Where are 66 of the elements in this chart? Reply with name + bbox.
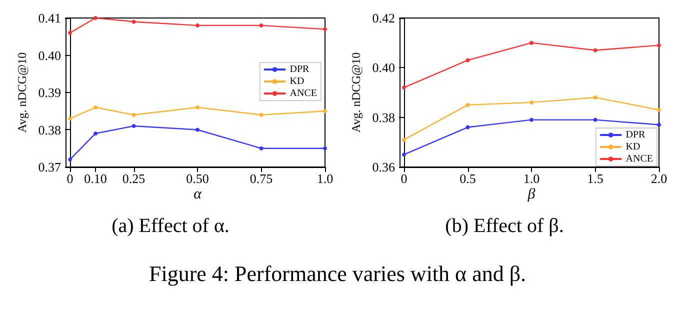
y-axis-title: Avg. nDCG@10 <box>349 52 363 133</box>
x-tick-label: 1.0 <box>316 171 334 186</box>
point <box>530 40 534 45</box>
point <box>466 102 470 107</box>
y-tick-label: 0.42 <box>372 10 395 26</box>
y-tick-label: 0.38 <box>372 110 395 125</box>
point <box>196 105 200 110</box>
point <box>68 116 72 121</box>
x-tick-label: 0.10 <box>84 171 107 186</box>
caption: Figure 4: Performance varies with α and β. <box>148 261 528 287</box>
x-tick-label: 0.25 <box>122 171 146 186</box>
point <box>68 30 72 35</box>
point <box>466 58 470 62</box>
legend-label: DPR <box>626 130 646 140</box>
point <box>657 122 661 127</box>
legend-label: KD <box>626 142 640 152</box>
point <box>132 124 136 128</box>
point <box>94 105 98 110</box>
point <box>259 23 264 28</box>
point <box>530 118 534 122</box>
y-tick-label: 0.41 <box>38 10 61 26</box>
legend-label: ANCE <box>290 88 318 99</box>
point <box>530 100 534 104</box>
x-axis-title: β <box>526 186 536 202</box>
point <box>132 112 136 117</box>
point <box>259 112 264 117</box>
point <box>402 86 406 90</box>
point <box>657 43 661 48</box>
point <box>68 158 72 162</box>
point <box>94 16 98 20</box>
y-tick-label: 0.39 <box>38 85 61 100</box>
x-tick-label: 0.50 <box>186 171 209 186</box>
y-tick-label: 0.36 <box>372 160 396 174</box>
point <box>323 109 327 114</box>
legend-label: KD <box>290 76 304 87</box>
point <box>323 146 327 150</box>
y-tick-label: 0.38 <box>38 122 61 138</box>
point <box>593 48 598 52</box>
text: (a) Effect of α. <box>112 215 230 237</box>
x-tick-label: 1.5 <box>587 171 604 186</box>
point <box>196 23 200 28</box>
x-tick-label: 2.0 <box>650 171 668 186</box>
point <box>402 138 406 142</box>
text: (b) Effect of β. <box>445 215 564 237</box>
point <box>402 152 406 157</box>
x-tick-label: 0.5 <box>460 171 476 186</box>
point <box>132 20 136 24</box>
x-tick-label: 0 <box>400 171 408 186</box>
x-tick-label: 1.0 <box>523 171 540 186</box>
point <box>196 128 200 132</box>
point <box>94 131 98 136</box>
point <box>593 118 598 122</box>
y-tick-label: 0.37 <box>38 160 62 174</box>
point <box>593 95 598 100</box>
legend-label: DPR <box>290 64 310 75</box>
y-tick-label: 0.40 <box>372 60 395 76</box>
y-tick-label: 0.40 <box>38 48 61 63</box>
point <box>259 146 264 150</box>
x-tick-label: 0 <box>66 171 74 186</box>
y-axis-title: Avg. nDCG@10 <box>15 52 29 133</box>
legend-label: ANCE <box>626 154 654 164</box>
point <box>466 125 470 130</box>
point <box>657 108 661 112</box>
point <box>323 27 327 32</box>
x-tick-label: 0.75 <box>250 171 273 186</box>
x-axis-title: α <box>194 186 203 202</box>
